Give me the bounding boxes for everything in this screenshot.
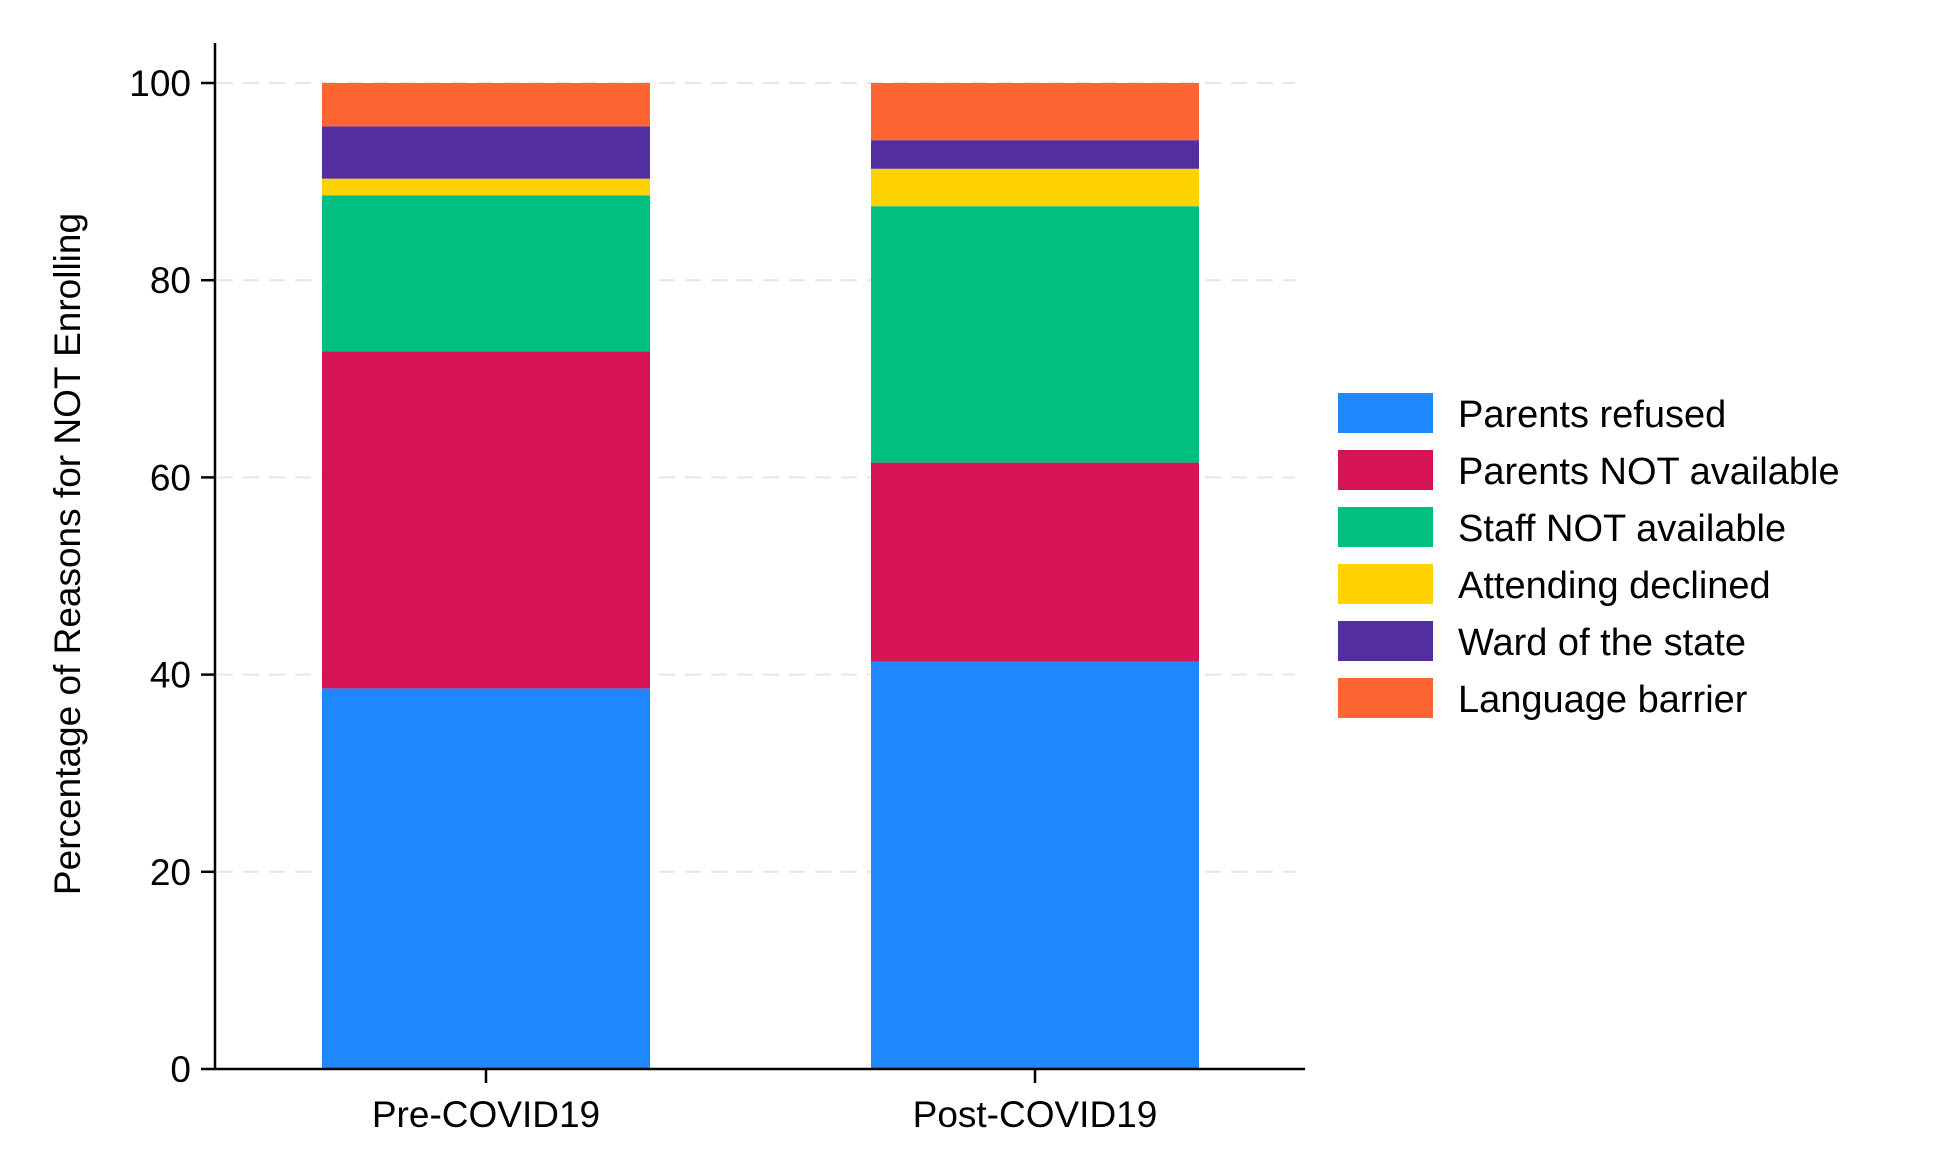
bar-segment-pre-covid19-language-barrier bbox=[322, 83, 650, 127]
x-tick-label-pre-covid19: Pre-COVID19 bbox=[372, 1094, 600, 1135]
y-tick-label-0: 0 bbox=[170, 1049, 191, 1090]
y-tick-label-100: 100 bbox=[129, 63, 191, 104]
y-axis-title: Percentage of Reasons for NOT Enrolling bbox=[47, 213, 88, 895]
legend-swatch-ward-of-the-state bbox=[1338, 621, 1433, 661]
legend-label-parents-not-available: Parents NOT available bbox=[1458, 451, 1840, 493]
y-tick-label-80: 80 bbox=[150, 260, 191, 301]
bar-segment-pre-covid19-parents-not-available bbox=[322, 351, 650, 689]
bar-segment-pre-covid19-attending-declined bbox=[322, 178, 650, 196]
legend-swatch-language-barrier bbox=[1338, 678, 1433, 718]
y-tick-label-60: 60 bbox=[150, 457, 191, 498]
bar-segment-pre-covid19-ward-of-the-state bbox=[322, 126, 650, 179]
bar-segment-post-covid19-language-barrier bbox=[871, 83, 1199, 141]
bar-segment-pre-covid19-staff-not-available bbox=[322, 195, 650, 352]
legend-swatch-attending-declined bbox=[1338, 564, 1433, 604]
bar-segment-pre-covid19-parents-refused bbox=[322, 688, 650, 1069]
legend-swatch-parents-refused bbox=[1338, 393, 1433, 433]
x-tick-label-post-covid19: Post-COVID19 bbox=[913, 1094, 1158, 1135]
legend-label-attending-declined: Attending declined bbox=[1458, 565, 1771, 607]
legend-label-staff-not-available: Staff NOT available bbox=[1458, 508, 1786, 550]
legend-label-parents-refused: Parents refused bbox=[1458, 394, 1726, 436]
bar-segment-post-covid19-staff-not-available bbox=[871, 206, 1199, 463]
bar-segment-post-covid19-parents-not-available bbox=[871, 462, 1199, 662]
legend: Parents refused Parents NOT available Staf… bbox=[1338, 393, 1840, 721]
bar-segment-post-covid19-ward-of-the-state bbox=[871, 140, 1199, 169]
bars bbox=[322, 83, 1199, 1069]
bar-segment-post-covid19-parents-refused bbox=[871, 661, 1199, 1069]
y-tick-label-40: 40 bbox=[150, 655, 191, 696]
legend-label-ward-of-the-state: Ward of the state bbox=[1458, 622, 1746, 664]
axes: 0 20 40 60 80 100 Pre-COVID19 Post-COVID19 Perce… bbox=[47, 43, 1305, 1135]
bar-segment-post-covid19-attending-declined bbox=[871, 168, 1199, 207]
legend-label-language-barrier: Language barrier bbox=[1458, 679, 1748, 721]
legend-swatch-staff-not-available bbox=[1338, 507, 1433, 547]
y-tick-label-20: 20 bbox=[150, 852, 191, 893]
legend-swatch-parents-not-available bbox=[1338, 450, 1433, 490]
